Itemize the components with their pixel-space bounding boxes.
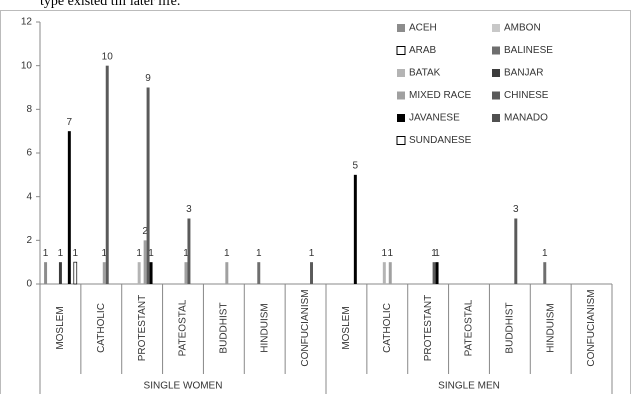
legend-swatch <box>492 114 500 122</box>
legend-swatch <box>492 69 500 77</box>
y-tick-label: 2 <box>26 235 32 246</box>
bar <box>310 262 313 284</box>
legend-swatch <box>397 114 405 122</box>
y-tick-label: 0 <box>26 279 32 290</box>
data-label: 1 <box>387 248 393 259</box>
bar <box>73 261 78 285</box>
legend-label: AMBON <box>504 23 541 34</box>
y-tick-label: 8 <box>26 104 32 115</box>
x-tick-label: PATEOSTAL <box>178 299 189 356</box>
bar <box>137 262 141 284</box>
data-label: 9 <box>145 73 151 84</box>
bar <box>149 262 153 284</box>
legend-label: JAVANESE <box>409 113 460 124</box>
bar <box>388 262 392 284</box>
legend-swatch <box>396 46 406 55</box>
legend-swatch <box>397 91 405 100</box>
x-tick-label: CONFUCIANISM <box>300 289 311 366</box>
data-label: 1 <box>309 248 315 259</box>
legend-label: ACEH <box>409 23 437 34</box>
legend-swatch <box>492 91 500 100</box>
data-label: 10 <box>102 51 114 62</box>
x-tick-label: CATHOLIC <box>96 303 107 353</box>
y-tick-label: 4 <box>26 191 32 202</box>
bar <box>184 262 188 284</box>
legend-swatch <box>492 46 500 55</box>
bar <box>44 262 48 284</box>
x-tick-label: MOSLEM <box>55 306 66 349</box>
chart-border <box>0 10 631 394</box>
data-label: 1 <box>73 248 79 259</box>
bar <box>105 65 109 285</box>
legend-label: MANADO <box>504 113 548 124</box>
legend-label: SUNDANESE <box>409 135 472 146</box>
x-tick-label: CONFUCIANISM <box>586 289 597 366</box>
data-label: 1 <box>224 248 230 259</box>
data-label: 1 <box>58 248 64 259</box>
bar <box>102 262 106 284</box>
bar <box>257 262 261 284</box>
data-label: 3 <box>513 204 519 215</box>
y-tick-label: 10 <box>21 60 33 71</box>
legend-swatch <box>396 136 406 145</box>
x-tick-label: HINDUISM <box>545 303 556 352</box>
legend-label: ARAB <box>409 45 437 56</box>
data-label: 1 <box>183 248 189 259</box>
legend-swatch <box>492 24 500 32</box>
data-label: 1 <box>136 248 142 259</box>
data-label: 1 <box>542 248 548 259</box>
caption-bg <box>0 0 636 9</box>
data-label: 1 <box>256 248 262 259</box>
bar <box>432 262 436 284</box>
data-label: 1 <box>148 248 154 259</box>
group-label: SINGLE MEN <box>438 381 500 392</box>
x-tick-label: PATEOSTAL <box>464 299 475 356</box>
data-label: 5 <box>353 160 359 171</box>
legend-label: BANJAR <box>504 68 543 79</box>
x-tick-label: PROTESTANT <box>423 295 434 361</box>
x-tick-label: MOSLEM <box>341 306 352 349</box>
bar <box>543 262 547 284</box>
bar <box>146 87 150 284</box>
x-tick-label: HINDUISM <box>259 303 270 352</box>
data-label: 1 <box>431 248 437 259</box>
bar <box>67 131 71 284</box>
bar <box>353 174 357 284</box>
x-tick-label: CATHOLIC <box>382 303 393 353</box>
bar <box>382 262 386 284</box>
data-label: 3 <box>186 204 192 215</box>
bar <box>514 218 518 284</box>
legend-swatch <box>397 24 405 32</box>
bar <box>143 240 147 284</box>
legend-label: MIXED RACE <box>409 90 472 101</box>
data-label: 1 <box>434 248 440 259</box>
bar <box>225 262 229 284</box>
group-label: SINGLE WOMEN <box>144 381 223 392</box>
bar <box>187 218 191 284</box>
data-label: 1 <box>101 248 107 259</box>
bar <box>435 262 439 284</box>
data-label: 1 <box>382 248 388 259</box>
data-label: 7 <box>67 117 73 128</box>
x-tick-label: PROTESTANT <box>137 295 148 361</box>
x-tick-label: BUDDHIST <box>504 302 515 353</box>
y-tick-label: 6 <box>26 148 32 159</box>
caption: type existed till later life. <box>40 0 180 9</box>
bar <box>58 262 62 284</box>
legend-label: BALINESE <box>504 45 553 56</box>
x-tick-label: BUDDHIST <box>218 302 229 353</box>
data-label: 1 <box>43 248 49 259</box>
y-tick-label: 12 <box>21 17 33 28</box>
legend-swatch <box>397 69 405 77</box>
legend-label: CHINESE <box>504 90 549 101</box>
legend-label: BATAK <box>409 68 441 79</box>
data-label: 2 <box>142 226 148 237</box>
